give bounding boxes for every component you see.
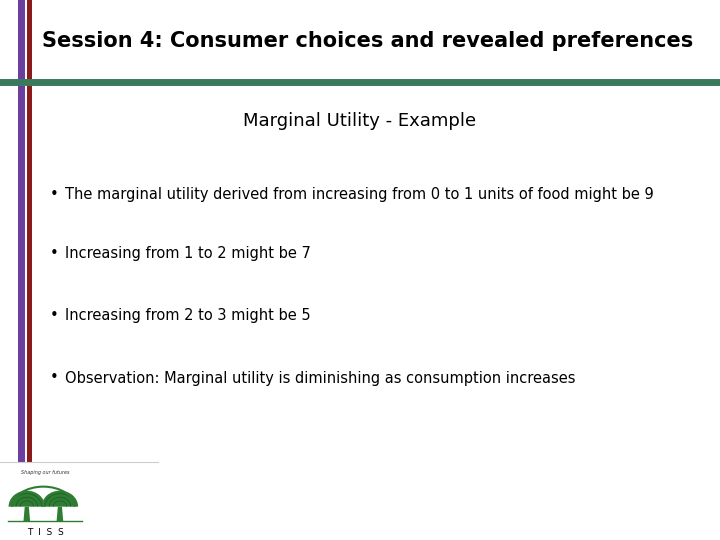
Wedge shape <box>9 491 45 507</box>
Wedge shape <box>42 491 78 507</box>
Text: The marginal utility derived from increasing from 0 to 1 units of food might be : The marginal utility derived from increa… <box>65 187 654 202</box>
Text: Session 4: Consumer choices and revealed preferences: Session 4: Consumer choices and revealed… <box>42 31 693 51</box>
Polygon shape <box>57 507 63 521</box>
Text: Increasing from 2 to 3 might be 5: Increasing from 2 to 3 might be 5 <box>65 308 310 323</box>
FancyBboxPatch shape <box>27 82 32 462</box>
FancyBboxPatch shape <box>18 82 25 462</box>
Text: •: • <box>50 308 58 323</box>
Text: Marginal Utility - Example: Marginal Utility - Example <box>243 112 477 131</box>
Text: Shaping our futures: Shaping our futures <box>21 469 69 475</box>
FancyBboxPatch shape <box>27 0 32 82</box>
Text: Increasing from 1 to 2 might be 7: Increasing from 1 to 2 might be 7 <box>65 246 310 261</box>
Polygon shape <box>24 507 30 521</box>
Text: T  I  S  S: T I S S <box>27 529 63 537</box>
Text: •: • <box>50 370 58 386</box>
Text: •: • <box>50 246 58 261</box>
Text: Observation: Marginal utility is diminishing as consumption increases: Observation: Marginal utility is diminis… <box>65 370 575 386</box>
FancyBboxPatch shape <box>18 0 25 82</box>
Text: •: • <box>50 187 58 202</box>
